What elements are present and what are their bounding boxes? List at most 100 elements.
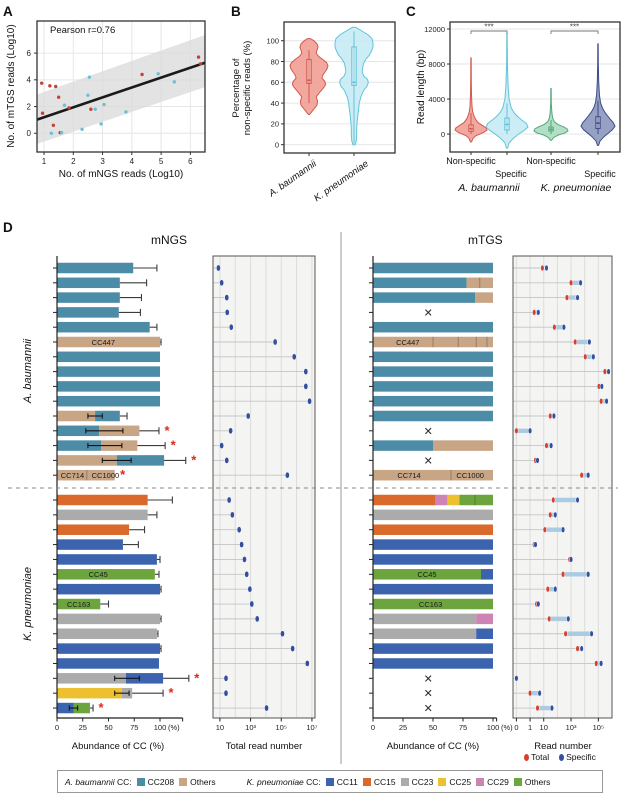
significance-star: *	[194, 670, 200, 685]
specific-reads-dot	[549, 704, 554, 712]
read-count-dot	[280, 630, 285, 638]
specific-reads-dot	[591, 353, 596, 360]
bar-segment	[57, 307, 119, 318]
panel-b-frame	[283, 21, 396, 154]
y-tick-label: 100	[266, 37, 279, 46]
specific-reads-dot	[528, 427, 533, 434]
scatter-point	[39, 81, 44, 85]
legend-item-cc25: CC25	[438, 777, 471, 787]
scatter-point	[67, 106, 71, 110]
y-tick-label: 8000	[428, 60, 445, 69]
bar-segment	[57, 410, 96, 422]
bar-segment	[373, 643, 493, 654]
species-group-label: A. baumannii	[457, 182, 520, 194]
cc-bar-label: CC1000	[92, 471, 120, 480]
bar-segment	[435, 494, 448, 506]
bar-segment	[373, 277, 467, 289]
total-reads-dot	[545, 586, 550, 593]
x-tick-label: 2	[71, 157, 76, 166]
legend-item-cc23: CC23	[400, 777, 433, 787]
species-group-label: A. baumannii	[22, 338, 34, 404]
significance-star: *	[99, 700, 105, 715]
x-tick-label: 0	[371, 723, 375, 732]
bar-segment	[373, 292, 475, 303]
bar-segment	[433, 440, 493, 451]
cc-bar-label: CC714	[397, 471, 420, 480]
legend-swatch	[400, 777, 409, 786]
legend-item-label: CC15	[373, 776, 396, 787]
legend-item-label: CC208	[147, 776, 175, 787]
scatter-point	[49, 131, 54, 135]
bar-segment	[373, 262, 493, 274]
legend-item-label: CC11	[336, 776, 358, 787]
missing-sample-x-mark: ✕	[424, 688, 433, 700]
y-tick-label: 40	[271, 99, 279, 108]
panel-a-yaxis-label: No. of mTGS reads (Log10)	[6, 24, 17, 147]
bar-segment	[57, 539, 123, 550]
legend-swatch	[476, 777, 485, 786]
read-legend-dot	[524, 753, 530, 761]
specific-reads-dot	[575, 294, 580, 301]
bar-segment	[57, 366, 160, 377]
bar-segment	[373, 509, 493, 521]
missing-sample-x-mark: ✕	[424, 673, 433, 685]
read-legend-item-total: Total	[524, 752, 549, 762]
specific-reads-dot	[589, 630, 594, 637]
bar-segment	[373, 539, 493, 550]
read-count-dot	[228, 427, 233, 435]
total-reads-dot	[528, 690, 533, 697]
violin-median-dot	[308, 79, 310, 82]
legend-item-label: CC25	[449, 776, 472, 787]
cc-bar-label: CC45	[89, 570, 108, 579]
legend-item-others: Others	[513, 776, 551, 787]
bar-segment	[476, 628, 493, 639]
read-count-dot	[223, 674, 229, 682]
specific-reads-dot	[578, 279, 583, 286]
x-tick-label: 1	[42, 157, 47, 166]
x-tick-label: 10³	[566, 723, 577, 732]
violin-box	[351, 46, 357, 86]
bar-segment	[57, 277, 120, 289]
cc-bar-label: CC163	[419, 600, 442, 609]
violin-shape	[580, 43, 616, 146]
bar-segment	[57, 524, 130, 535]
legend-item-label: CC29	[487, 776, 509, 787]
legend-item-cc29: CC29	[476, 777, 509, 787]
read-legend-label: Specific	[566, 752, 596, 762]
total-reads-dot	[548, 511, 553, 519]
specific-reads-dot	[551, 412, 556, 420]
total-reads-dot	[599, 398, 604, 405]
legend-swatch	[136, 777, 145, 786]
specific-reads-dot	[533, 541, 538, 548]
specific-reads-dot	[537, 690, 542, 697]
missing-sample-x-mark: ✕	[424, 455, 433, 467]
total-reads-dot	[535, 704, 540, 712]
scatter-point	[54, 84, 58, 89]
panel-a-label: A	[3, 4, 13, 19]
legend-item-label: Others	[524, 776, 551, 787]
bar-segment	[57, 381, 160, 392]
legend-group-title: K. pneumoniae CC:	[246, 776, 321, 787]
scatter-point	[80, 127, 84, 131]
specific-reads-dot	[553, 511, 558, 519]
specific-reads-dot	[549, 442, 554, 449]
specific-reads-dot	[599, 383, 604, 390]
y-tick-label: 2	[27, 102, 32, 111]
bar-segment	[57, 336, 160, 348]
read-count-dot	[224, 457, 230, 464]
violin-category-label: Non-specific	[526, 156, 576, 166]
specific-reads-dot	[535, 457, 540, 464]
violin-median-dot	[470, 127, 472, 130]
bar-segment	[57, 702, 74, 714]
bar-segment	[57, 598, 101, 610]
total-reads-dot	[514, 427, 519, 434]
missing-sample-x-mark: ✕	[424, 307, 433, 319]
specific-reads-dot	[553, 586, 558, 593]
mtgs-title: mTGS	[468, 233, 503, 247]
bar-segment	[466, 277, 493, 289]
violin-category-label: Specific	[495, 169, 527, 179]
read-count-dot	[290, 645, 295, 652]
total-reads-dot	[551, 496, 556, 504]
read-count-dot	[247, 585, 253, 593]
